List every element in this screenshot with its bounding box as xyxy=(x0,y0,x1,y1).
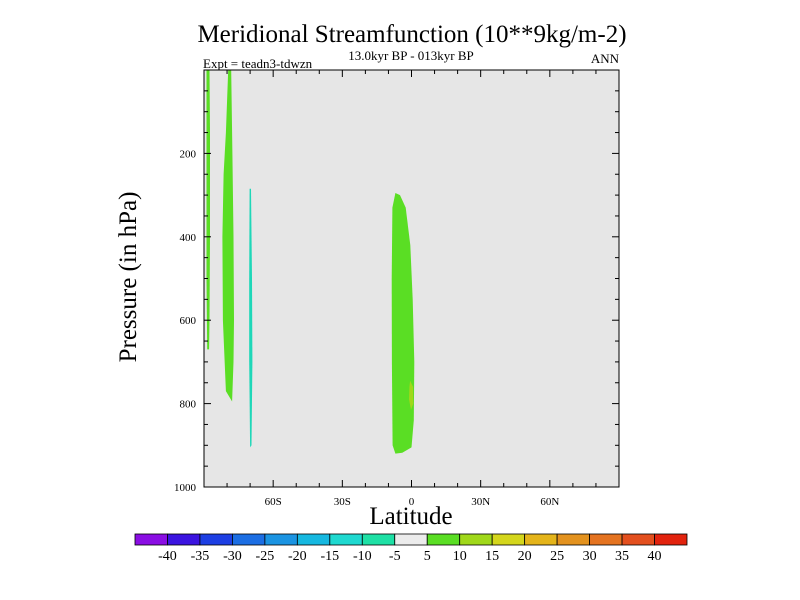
colorbar-label: -35 xyxy=(191,549,210,564)
colorbar-swatch xyxy=(621,533,655,546)
colorbar-swatch xyxy=(232,533,266,546)
colorbar-label: -15 xyxy=(320,549,339,564)
contour-region-sh-polar-thin-positive xyxy=(206,70,210,350)
x-tick-label: 0 xyxy=(409,496,415,508)
colorbar-label: 35 xyxy=(615,549,629,564)
x-axis-label: Latitude xyxy=(369,503,452,530)
y-tick-label: 600 xyxy=(180,315,197,327)
colorbar-swatch xyxy=(589,533,623,546)
contour-region-sh-midlat-negative xyxy=(249,188,253,448)
colorbar-swatch xyxy=(296,533,331,546)
y-tick-label: 400 xyxy=(180,232,197,244)
contour-region-equatorial-core-positive xyxy=(409,380,414,410)
colorbar-label: 20 xyxy=(518,549,532,564)
colorbar-swatch xyxy=(361,533,396,546)
colorbar-label: 25 xyxy=(550,549,564,564)
contour-regions xyxy=(206,70,415,454)
contour-region-sh-polar-band-positive xyxy=(222,70,234,402)
season-label: ANN xyxy=(591,51,620,66)
colorbar-swatch xyxy=(459,533,493,546)
colorbar: -40 -35 -30 -25 -20 -15 -10 -5 5 10 15 20 25 30 35 40 xyxy=(134,533,688,564)
colorbar-swatch xyxy=(329,533,363,546)
colorbar-swatch xyxy=(556,533,590,546)
y-tick-label: 200 xyxy=(180,148,197,160)
colorbar-label: 40 xyxy=(648,549,662,564)
y-axis-label: Pressure (in hPa) xyxy=(115,192,142,363)
chart-subtitle: 13.0kyr BP - 013kyr BP xyxy=(348,48,474,63)
contour-region-equatorial-cell-positive xyxy=(391,193,415,454)
colorbar-label: 30 xyxy=(583,549,597,564)
colorbar-swatch xyxy=(264,533,298,546)
colorbar-label: -40 xyxy=(158,549,177,564)
y-tick-label: 800 xyxy=(180,399,197,411)
colorbar-swatch xyxy=(394,533,428,546)
colorbar-swatch xyxy=(167,533,201,546)
colorbar-label: 10 xyxy=(453,549,467,564)
y-tick-label: 1000 xyxy=(174,482,197,494)
colorbar-swatch xyxy=(199,533,233,546)
axis-ticks: 60S 30S 0 30N 60N 200 400 600 800 1000 xyxy=(174,70,619,508)
chart-title: Meridional Streamfunction (10**9kg/m-2) xyxy=(197,21,626,48)
x-tick-label: 60S xyxy=(265,496,282,508)
colorbar-label: -25 xyxy=(256,549,275,564)
colorbar-swatch xyxy=(524,533,558,546)
x-tick-label: 60N xyxy=(540,496,559,508)
colorbar-label: -20 xyxy=(288,549,307,564)
colorbar-swatch xyxy=(654,533,688,546)
x-tick-label: 30N xyxy=(471,496,490,508)
colorbar-label: 5 xyxy=(424,549,431,564)
colorbar-swatch xyxy=(426,533,461,546)
colorbar-swatch xyxy=(134,533,168,546)
colorbar-label: 15 xyxy=(485,549,499,564)
colorbar-label: -30 xyxy=(223,549,242,564)
colorbar-label: -5 xyxy=(389,549,401,564)
colorbar-label: -10 xyxy=(353,549,372,564)
x-tick-label: 30S xyxy=(334,496,351,508)
experiment-label: Expt = teadn3-tdwzn xyxy=(203,56,313,71)
colorbar-swatch xyxy=(491,533,526,546)
